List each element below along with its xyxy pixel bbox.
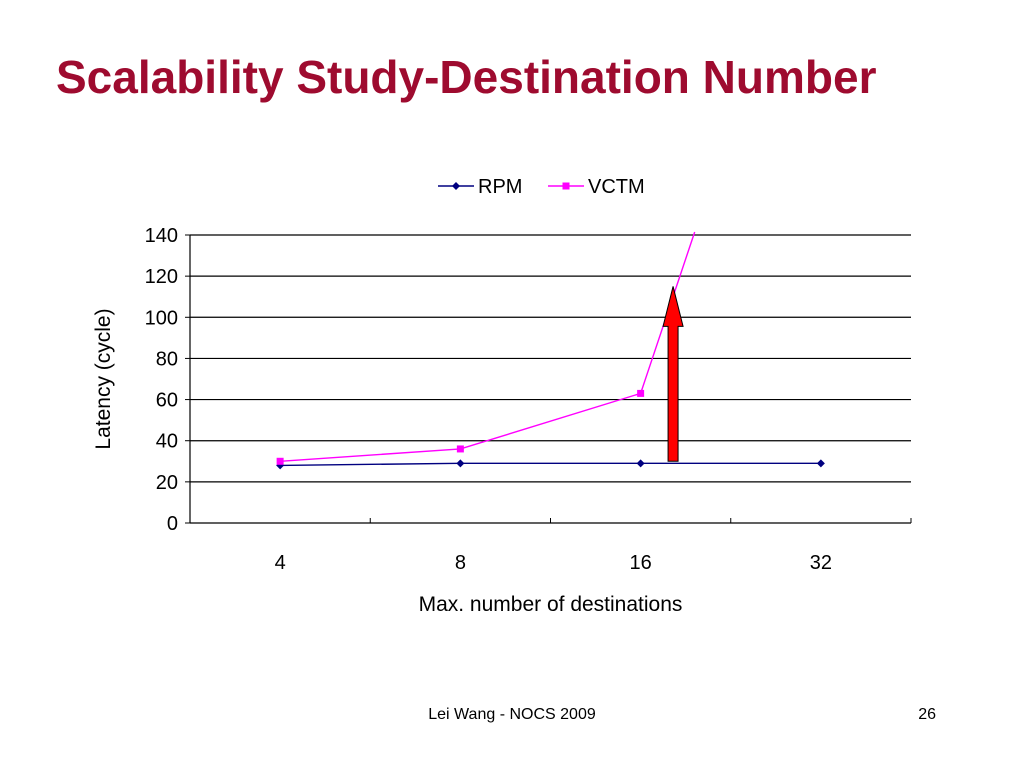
- rpm-point: [456, 459, 465, 468]
- series-layer: [276, 231, 825, 470]
- rpm-point: [816, 459, 825, 468]
- x-tick-label: 16: [630, 552, 652, 574]
- legend-vctm-marker: [562, 182, 570, 190]
- y-tick-label: 80: [156, 348, 178, 370]
- y-tick-label: 0: [167, 513, 178, 535]
- rpm-point: [636, 459, 645, 468]
- legend-rpm-marker: [452, 182, 460, 190]
- x-tick-label: 4: [275, 552, 286, 574]
- y-tick-label: 40: [156, 431, 178, 453]
- x-tick-label: 8: [455, 552, 466, 574]
- y-tick-label: 100: [145, 307, 178, 329]
- rpm-series-line: [280, 462, 821, 467]
- vctm-point: [276, 457, 284, 465]
- red-up-arrow: [662, 286, 684, 462]
- axis-labels: Max. number of destinations Latency (cycl…: [92, 308, 682, 616]
- y-tick-label: 60: [156, 390, 178, 412]
- legend: RPM VCTM: [438, 176, 645, 198]
- page-number: 26: [918, 706, 936, 723]
- y-axis-title: Latency (cycle): [92, 308, 115, 449]
- x-axis-title: Max. number of destinations: [419, 593, 683, 616]
- y-tick-label: 140: [145, 225, 178, 247]
- footer-text: Lei Wang - NOCS 2009: [428, 706, 596, 723]
- legend-rpm-label: RPM: [478, 176, 522, 198]
- gridlines: [190, 234, 911, 483]
- y-tick-label: 20: [156, 472, 178, 494]
- y-tick-label: 120: [145, 266, 178, 288]
- axes: 0 20 40 60 80 100 120 140 4 8 16 32: [145, 225, 912, 574]
- slide-title: Scalability Study-Destination Number: [56, 51, 877, 103]
- x-tick-label: 32: [810, 552, 832, 574]
- legend-vctm-label: VCTM: [588, 176, 645, 198]
- vctm-point: [637, 389, 645, 397]
- vctm-series-line: [280, 231, 696, 462]
- vctm-point: [456, 445, 464, 453]
- annotations: [662, 286, 684, 462]
